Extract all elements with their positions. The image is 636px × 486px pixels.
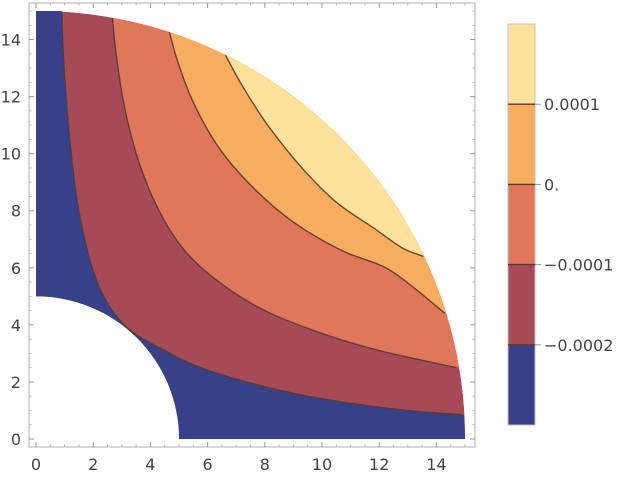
x-tick-label: 2 bbox=[88, 455, 98, 474]
x-tick-label: 0 bbox=[31, 455, 41, 474]
colorbar-label: −0.0001 bbox=[544, 256, 613, 275]
contour-bands bbox=[36, 11, 466, 439]
colorbar-band-< -0.0002 bbox=[508, 344, 535, 425]
x-tick-label: 6 bbox=[203, 455, 213, 474]
colorbar-label: −0.0002 bbox=[544, 336, 613, 355]
y-tick-label: 6 bbox=[11, 259, 21, 278]
y-tick-label: 12 bbox=[1, 88, 21, 107]
colorbar-label: 0.0001 bbox=[544, 95, 600, 114]
x-tick-label: 8 bbox=[260, 455, 270, 474]
colorbar-band--0.0002 to -0.0001 bbox=[508, 264, 535, 345]
y-tick-label: 8 bbox=[11, 202, 21, 221]
x-tick-label: 4 bbox=[145, 455, 155, 474]
contour-line--0.0002 bbox=[61, 11, 463, 416]
axes: 0 2 4 6 8 10 12 14 0 2 4 6 8 10 12 14 bbox=[1, 3, 475, 474]
contour-lines bbox=[61, 11, 463, 416]
y-tick-label: 10 bbox=[1, 145, 21, 164]
contour-line--0.0001 bbox=[111, 11, 457, 369]
plot-area bbox=[36, 11, 466, 439]
colorbar-band-> 0.0001 bbox=[508, 24, 535, 105]
y-tick-label: 14 bbox=[1, 31, 21, 50]
contour-line-0.0001 bbox=[224, 53, 424, 258]
x-tick-label: 12 bbox=[369, 455, 389, 474]
y-tick-label: 2 bbox=[11, 373, 21, 392]
colorbar-label: 0. bbox=[544, 175, 559, 194]
contour-line-0 bbox=[164, 12, 446, 314]
x-tick-label: 10 bbox=[312, 455, 332, 474]
colorbar-band--0.0001 to 0 bbox=[508, 184, 535, 265]
colorbar-border bbox=[507, 23, 536, 426]
y-tick-label: 4 bbox=[11, 316, 21, 335]
x-tick-label: 14 bbox=[426, 455, 446, 474]
colorbar-band-0 to 0.0001 bbox=[508, 104, 535, 185]
colorbar: 0.0001 0. −0.0001 −0.0002 bbox=[507, 23, 613, 426]
y-tick-label: 0 bbox=[11, 430, 21, 449]
